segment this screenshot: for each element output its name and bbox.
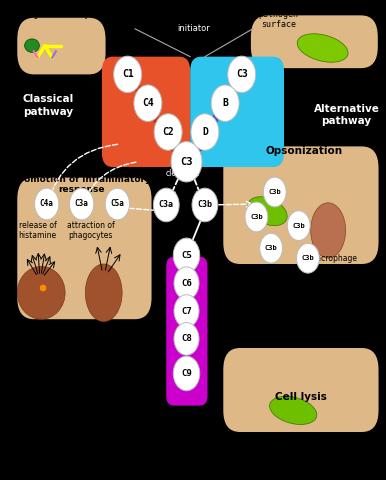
Text: initiator: initiator — [178, 24, 210, 33]
Text: C3b: C3b — [301, 255, 314, 261]
Text: attraction of
phagocytes: attraction of phagocytes — [67, 221, 115, 240]
Circle shape — [173, 238, 200, 273]
Text: C5: C5 — [181, 251, 192, 260]
FancyBboxPatch shape — [223, 146, 379, 264]
FancyBboxPatch shape — [166, 257, 207, 406]
Circle shape — [174, 323, 199, 355]
Circle shape — [69, 188, 94, 220]
Text: Promotion of inflammatory
response: Promotion of inflammatory response — [13, 175, 151, 194]
Text: C5a: C5a — [110, 200, 124, 208]
Text: pathogen
surface: pathogen surface — [259, 10, 298, 29]
FancyBboxPatch shape — [190, 57, 284, 167]
Text: ©1999 Encyclopaedia Britannica, Inc.: ©1999 Encyclopaedia Britannica, Inc. — [131, 466, 264, 473]
Circle shape — [105, 188, 129, 220]
Text: C3b: C3b — [250, 214, 263, 220]
Circle shape — [287, 211, 310, 240]
Text: cleavage: cleavage — [166, 169, 200, 178]
Text: Classical
pathway: Classical pathway — [23, 95, 74, 117]
Circle shape — [192, 188, 218, 222]
Ellipse shape — [40, 285, 46, 291]
Circle shape — [35, 188, 59, 220]
Ellipse shape — [297, 34, 348, 62]
Text: C3b: C3b — [268, 189, 281, 195]
Text: release of
histamine: release of histamine — [19, 221, 57, 240]
Text: C3b: C3b — [265, 245, 278, 251]
Text: C3a: C3a — [75, 200, 89, 208]
Text: C3b: C3b — [292, 223, 305, 228]
Text: Opsonization: Opsonization — [266, 146, 343, 156]
Text: D: D — [202, 127, 208, 137]
Text: C2: C2 — [162, 127, 174, 137]
Text: Cell lysis: Cell lysis — [275, 393, 327, 402]
Circle shape — [171, 142, 202, 182]
Text: C3b: C3b — [197, 201, 212, 209]
Text: C7: C7 — [181, 307, 192, 315]
Circle shape — [228, 56, 256, 93]
Text: C9: C9 — [181, 369, 192, 378]
Circle shape — [113, 56, 142, 93]
Circle shape — [263, 177, 286, 207]
Circle shape — [191, 114, 219, 150]
Text: antigen-antibody complex: antigen-antibody complex — [15, 10, 127, 19]
Circle shape — [174, 295, 199, 327]
Circle shape — [296, 243, 319, 273]
Circle shape — [134, 85, 162, 121]
Ellipse shape — [311, 203, 345, 258]
Text: C8: C8 — [181, 335, 192, 343]
Circle shape — [174, 267, 199, 300]
Text: Alternative
pathway: Alternative pathway — [313, 104, 379, 126]
FancyBboxPatch shape — [223, 348, 379, 432]
Ellipse shape — [25, 39, 39, 52]
Ellipse shape — [17, 266, 65, 319]
Circle shape — [260, 233, 283, 263]
Ellipse shape — [248, 197, 287, 226]
Text: C3: C3 — [180, 157, 193, 167]
Text: C1: C1 — [122, 70, 134, 79]
Text: macrophage: macrophage — [310, 254, 358, 263]
FancyBboxPatch shape — [17, 178, 152, 319]
Ellipse shape — [269, 396, 317, 424]
Text: Lytic
pathway: Lytic pathway — [240, 296, 287, 318]
Circle shape — [154, 114, 182, 150]
Text: C3a: C3a — [159, 201, 174, 209]
Ellipse shape — [85, 264, 122, 322]
Text: B: B — [222, 98, 228, 108]
Text: C4: C4 — [142, 98, 154, 108]
FancyBboxPatch shape — [102, 57, 190, 167]
Text: C6: C6 — [181, 279, 192, 288]
Text: C3: C3 — [236, 70, 247, 79]
Circle shape — [211, 85, 239, 121]
Text: C4a: C4a — [40, 200, 54, 208]
Circle shape — [173, 356, 200, 391]
FancyBboxPatch shape — [17, 18, 105, 74]
Circle shape — [153, 188, 179, 222]
Circle shape — [245, 202, 268, 232]
FancyBboxPatch shape — [251, 15, 378, 68]
